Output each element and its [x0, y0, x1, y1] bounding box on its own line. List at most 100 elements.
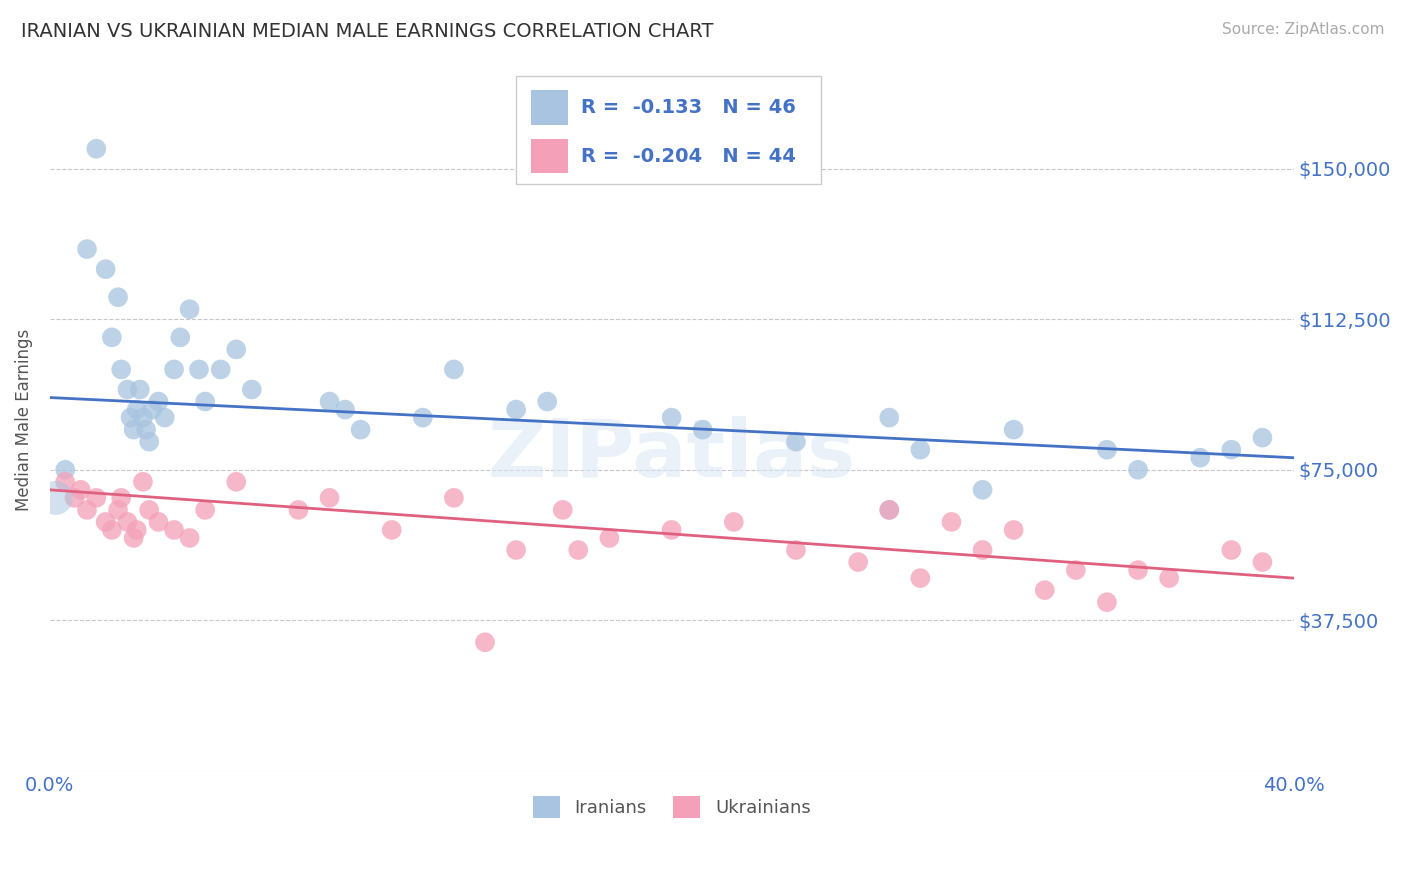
FancyBboxPatch shape: [531, 90, 568, 125]
Point: [94, 262, 117, 277]
Point: [877, 503, 900, 517]
Legend: Iranians, Ukrainians: Iranians, Ukrainians: [526, 789, 818, 825]
Point: [148, 515, 170, 529]
Point: [846, 555, 869, 569]
Point: [1126, 563, 1149, 577]
Point: [240, 383, 263, 397]
Point: [785, 434, 807, 449]
Point: [117, 383, 139, 397]
Point: [169, 330, 191, 344]
FancyBboxPatch shape: [531, 138, 568, 174]
Point: [318, 491, 340, 505]
Point: [132, 410, 155, 425]
Point: [910, 571, 932, 585]
Point: [141, 402, 163, 417]
Point: [84, 491, 107, 505]
Point: [349, 423, 371, 437]
Point: [551, 503, 574, 517]
Point: [1220, 442, 1243, 457]
Point: [1064, 563, 1087, 577]
Point: [877, 410, 900, 425]
Point: [128, 383, 150, 397]
Point: [69, 483, 91, 497]
Point: [661, 523, 683, 537]
Point: [120, 410, 142, 425]
Text: R =  -0.133   N = 46: R = -0.133 N = 46: [581, 97, 796, 117]
Point: [1220, 543, 1243, 558]
Point: [110, 491, 132, 505]
Point: [110, 362, 132, 376]
Point: [381, 523, 404, 537]
Point: [1002, 523, 1025, 537]
Point: [101, 330, 124, 344]
Point: [598, 531, 620, 545]
Point: [63, 491, 86, 505]
Point: [318, 394, 340, 409]
Point: [505, 402, 527, 417]
Point: [132, 475, 155, 489]
Point: [101, 523, 124, 537]
Point: [163, 362, 186, 376]
Text: R =  -0.204   N = 44: R = -0.204 N = 44: [581, 146, 796, 166]
Point: [412, 410, 434, 425]
Point: [194, 394, 217, 409]
Point: [1251, 431, 1274, 445]
Point: [187, 362, 209, 376]
Point: [1251, 555, 1274, 569]
Point: [877, 503, 900, 517]
Point: [972, 543, 994, 558]
Point: [567, 543, 589, 558]
Point: [53, 463, 76, 477]
Point: [225, 343, 247, 357]
Point: [1033, 583, 1056, 598]
Point: [94, 515, 117, 529]
Point: [443, 491, 465, 505]
Point: [505, 543, 527, 558]
Point: [117, 515, 139, 529]
Point: [1126, 463, 1149, 477]
Point: [1095, 595, 1118, 609]
Point: [125, 402, 148, 417]
Point: [76, 503, 98, 517]
Point: [1159, 571, 1181, 585]
Point: [135, 423, 157, 437]
Point: [443, 362, 465, 376]
Point: [138, 434, 160, 449]
Point: [194, 503, 217, 517]
Point: [1002, 423, 1025, 437]
Point: [225, 475, 247, 489]
Point: [333, 402, 356, 417]
Point: [163, 523, 186, 537]
Point: [76, 242, 98, 256]
Point: [179, 531, 201, 545]
FancyBboxPatch shape: [516, 76, 821, 185]
Point: [1189, 450, 1212, 465]
Point: [45, 491, 67, 505]
Text: Source: ZipAtlas.com: Source: ZipAtlas.com: [1222, 22, 1385, 37]
Point: [785, 543, 807, 558]
Point: [138, 503, 160, 517]
Point: [122, 423, 145, 437]
Point: [84, 142, 107, 156]
Y-axis label: Median Male Earnings: Median Male Earnings: [15, 328, 32, 511]
Point: [148, 394, 170, 409]
Point: [122, 531, 145, 545]
Point: [692, 423, 714, 437]
Point: [972, 483, 994, 497]
Point: [107, 503, 129, 517]
Point: [661, 410, 683, 425]
Text: ZIPatlas: ZIPatlas: [488, 416, 856, 493]
Point: [474, 635, 496, 649]
Point: [107, 290, 129, 304]
Text: IRANIAN VS UKRAINIAN MEDIAN MALE EARNINGS CORRELATION CHART: IRANIAN VS UKRAINIAN MEDIAN MALE EARNING…: [21, 22, 714, 41]
Point: [125, 523, 148, 537]
Point: [941, 515, 963, 529]
Point: [536, 394, 558, 409]
Point: [53, 475, 76, 489]
Point: [179, 302, 201, 317]
Point: [723, 515, 745, 529]
Point: [209, 362, 232, 376]
Point: [910, 442, 932, 457]
Point: [153, 410, 176, 425]
Point: [1095, 442, 1118, 457]
